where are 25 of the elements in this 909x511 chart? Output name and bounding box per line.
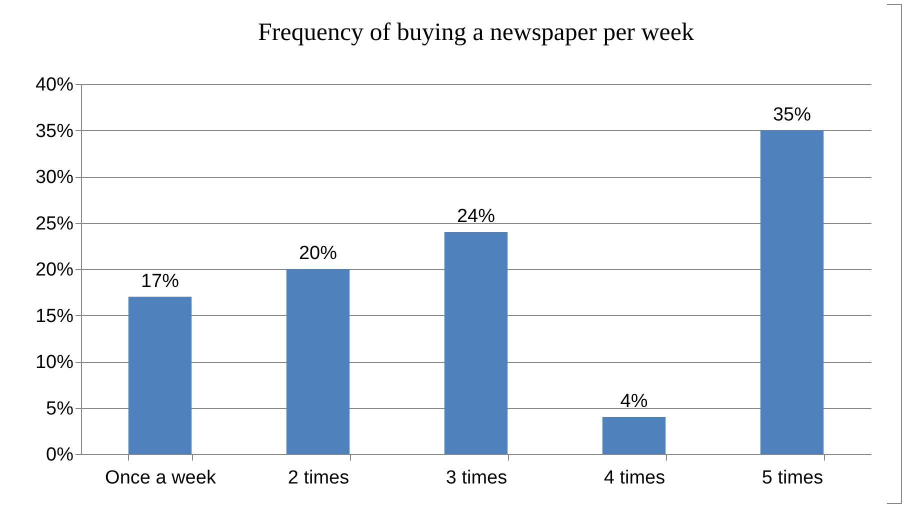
data-label: 24% <box>456 206 496 227</box>
x-tick-label: 2 times <box>288 468 350 488</box>
y-tick-label: 0% <box>46 444 74 466</box>
y-tick-label: 40% <box>35 74 74 96</box>
data-label: 4% <box>620 391 648 412</box>
y-tick-label: 25% <box>35 213 74 234</box>
y-tick-label: 10% <box>35 352 74 373</box>
bar <box>760 130 824 454</box>
x-tick-label: 3 times <box>446 468 508 488</box>
bar <box>286 269 350 454</box>
data-label: 17% <box>140 270 180 292</box>
x-tick-label: 5 times <box>762 468 824 488</box>
data-label: 35% <box>772 104 812 126</box>
y-tick-label: 15% <box>35 306 74 327</box>
x-tick-label: 4 times <box>604 468 666 488</box>
y-tick-label: 5% <box>46 398 74 420</box>
x-tick-label: Once a week <box>105 468 216 488</box>
y-tick-label: 35% <box>35 120 74 142</box>
chart-title: Frequency of buying a newspaper per week <box>258 19 694 46</box>
bar <box>602 417 666 454</box>
bar <box>444 232 508 454</box>
data-label: 20% <box>298 243 338 264</box>
bar <box>128 296 192 454</box>
y-tick-label: 20% <box>35 260 74 280</box>
y-tick-label: 30% <box>35 167 74 188</box>
